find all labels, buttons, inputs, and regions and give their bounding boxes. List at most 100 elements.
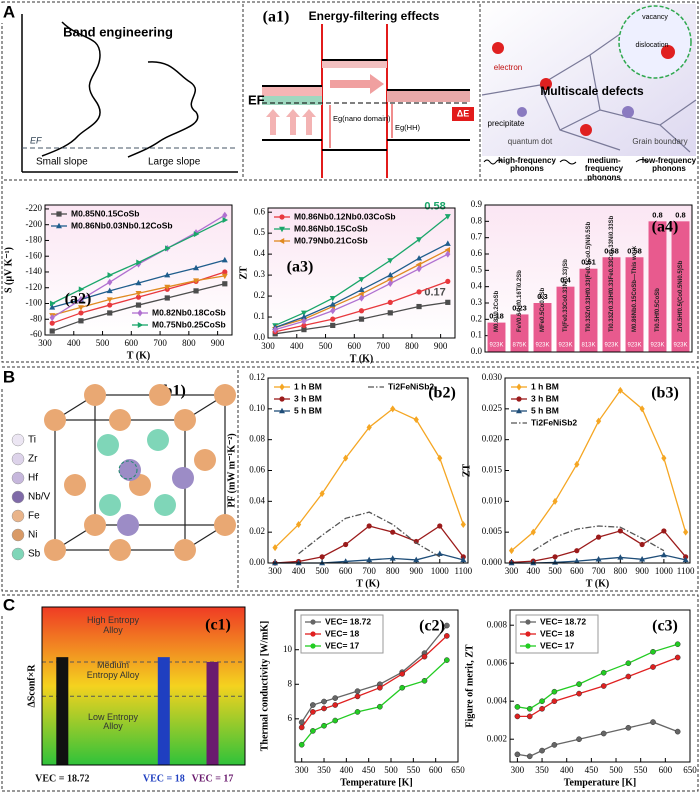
marker — [416, 237, 423, 243]
x-tick-label: 700 — [153, 338, 167, 348]
marker — [508, 559, 515, 566]
x-tick-label: 1100 — [454, 566, 472, 576]
legend-swatch — [11, 528, 25, 542]
marker — [526, 706, 533, 712]
value-label: 0.3 — [537, 292, 547, 301]
bar — [206, 661, 219, 765]
bar — [579, 268, 598, 352]
marker — [530, 559, 537, 566]
conduction-band — [322, 60, 387, 68]
marker — [576, 690, 582, 697]
marker — [77, 305, 84, 311]
phonon-label: high-frequency phonons — [498, 157, 556, 173]
x-tick-label: 800 — [386, 566, 400, 576]
marker — [358, 316, 365, 322]
marker — [376, 684, 383, 691]
y-axis-label: Figure of merit, ZT — [464, 644, 475, 727]
crystal-legend: Ti Zr Hf Nb/V Fe Ni Sb — [11, 433, 51, 561]
y-tick-label: 0.1 — [254, 311, 265, 321]
y-tick-label: 0.10 — [249, 403, 265, 413]
phonon-label: medium-frequency phonons — [585, 157, 623, 181]
marker — [329, 301, 336, 307]
y-axis-label: S (μV K⁻¹) — [3, 247, 14, 293]
marker — [416, 289, 422, 295]
chart: 0.000 0.005 0.010 0.015 0.020 0.025 0.030 300 40… — [461, 372, 695, 589]
marker — [416, 265, 422, 273]
x-tick-label: 650 — [451, 765, 465, 775]
chart: 0.0 0.1 0.2 0.3 0.4 0.5 0.6 0.7 0.8 0.9 0.18M0.8V0… — [471, 199, 693, 356]
panel-title: Multiscale defects — [540, 84, 644, 98]
marker — [416, 303, 422, 310]
band-curve — [127, 61, 199, 158]
temperature-label: 923K — [489, 343, 503, 349]
marker — [552, 554, 558, 560]
defect-label: quantum dot — [508, 137, 553, 146]
x-axis-label: T (K) — [350, 353, 373, 364]
x-tick-label: 600 — [125, 338, 139, 348]
legend-marker — [516, 396, 522, 402]
legend-label: VEC= 18 — [325, 628, 360, 638]
y-axis-label: Thermal conductivity [W/mK] — [259, 621, 270, 752]
marker — [436, 550, 443, 556]
x-tick-label: 400 — [527, 566, 541, 576]
marker — [321, 698, 327, 705]
marker — [354, 693, 361, 700]
legend-marker — [137, 322, 144, 328]
panel-label: (c2) — [419, 618, 445, 635]
marker — [358, 286, 365, 292]
phonon-label: low-frequency phonons — [641, 157, 697, 174]
marker — [650, 719, 656, 725]
y-tick-label: 10 — [283, 644, 293, 654]
y-tick-label: 0.006 — [487, 657, 508, 667]
series-line — [298, 511, 441, 558]
marker — [413, 416, 419, 424]
x-tick-label: 550 — [407, 765, 421, 775]
marker — [321, 722, 327, 729]
marker — [300, 310, 307, 317]
value-label: 0.4 — [560, 276, 571, 285]
bar — [510, 314, 529, 352]
y-tick-label: 0.6 — [254, 206, 266, 216]
bar — [556, 286, 575, 352]
x-tick-label: 900 — [635, 566, 649, 576]
marker — [107, 302, 113, 308]
marker — [332, 695, 339, 701]
x-tick-label: 900 — [434, 341, 448, 351]
marker — [330, 307, 336, 315]
marker — [600, 683, 607, 689]
legend-marker — [279, 407, 285, 414]
bar — [533, 303, 552, 352]
legend-marker — [56, 211, 62, 217]
legend-marker — [278, 238, 285, 244]
marker — [551, 688, 558, 695]
marker — [416, 255, 423, 261]
curve-label: Small slope — [36, 157, 88, 168]
marker — [600, 669, 607, 676]
precipitate — [517, 107, 527, 117]
temperature-label: 923K — [673, 343, 687, 349]
x-tick-label: 400 — [292, 566, 306, 576]
legend-marker — [279, 383, 285, 391]
marker — [222, 211, 228, 219]
bar — [602, 257, 621, 352]
marker — [193, 278, 200, 284]
x-tick-label: 300 — [261, 341, 275, 351]
bar — [487, 322, 506, 352]
marker — [390, 529, 396, 535]
marker — [445, 250, 451, 258]
plot-frame — [267, 377, 469, 564]
marker — [460, 556, 467, 563]
panel-label: (a2) — [65, 291, 92, 308]
marker — [650, 664, 656, 670]
x-tick-label: 300 — [505, 566, 519, 576]
phonon-text: low-frequency phonons — [641, 157, 697, 174]
marker — [78, 310, 84, 316]
marker — [574, 548, 580, 554]
marker — [354, 688, 361, 694]
barrier-label: ΔE — [457, 108, 469, 118]
marker — [387, 276, 393, 283]
panel-label: (a3) — [287, 259, 314, 276]
curve-label: Large slope — [148, 157, 201, 168]
conduction-band — [262, 96, 322, 105]
x-tick-label: 300 — [268, 566, 282, 576]
